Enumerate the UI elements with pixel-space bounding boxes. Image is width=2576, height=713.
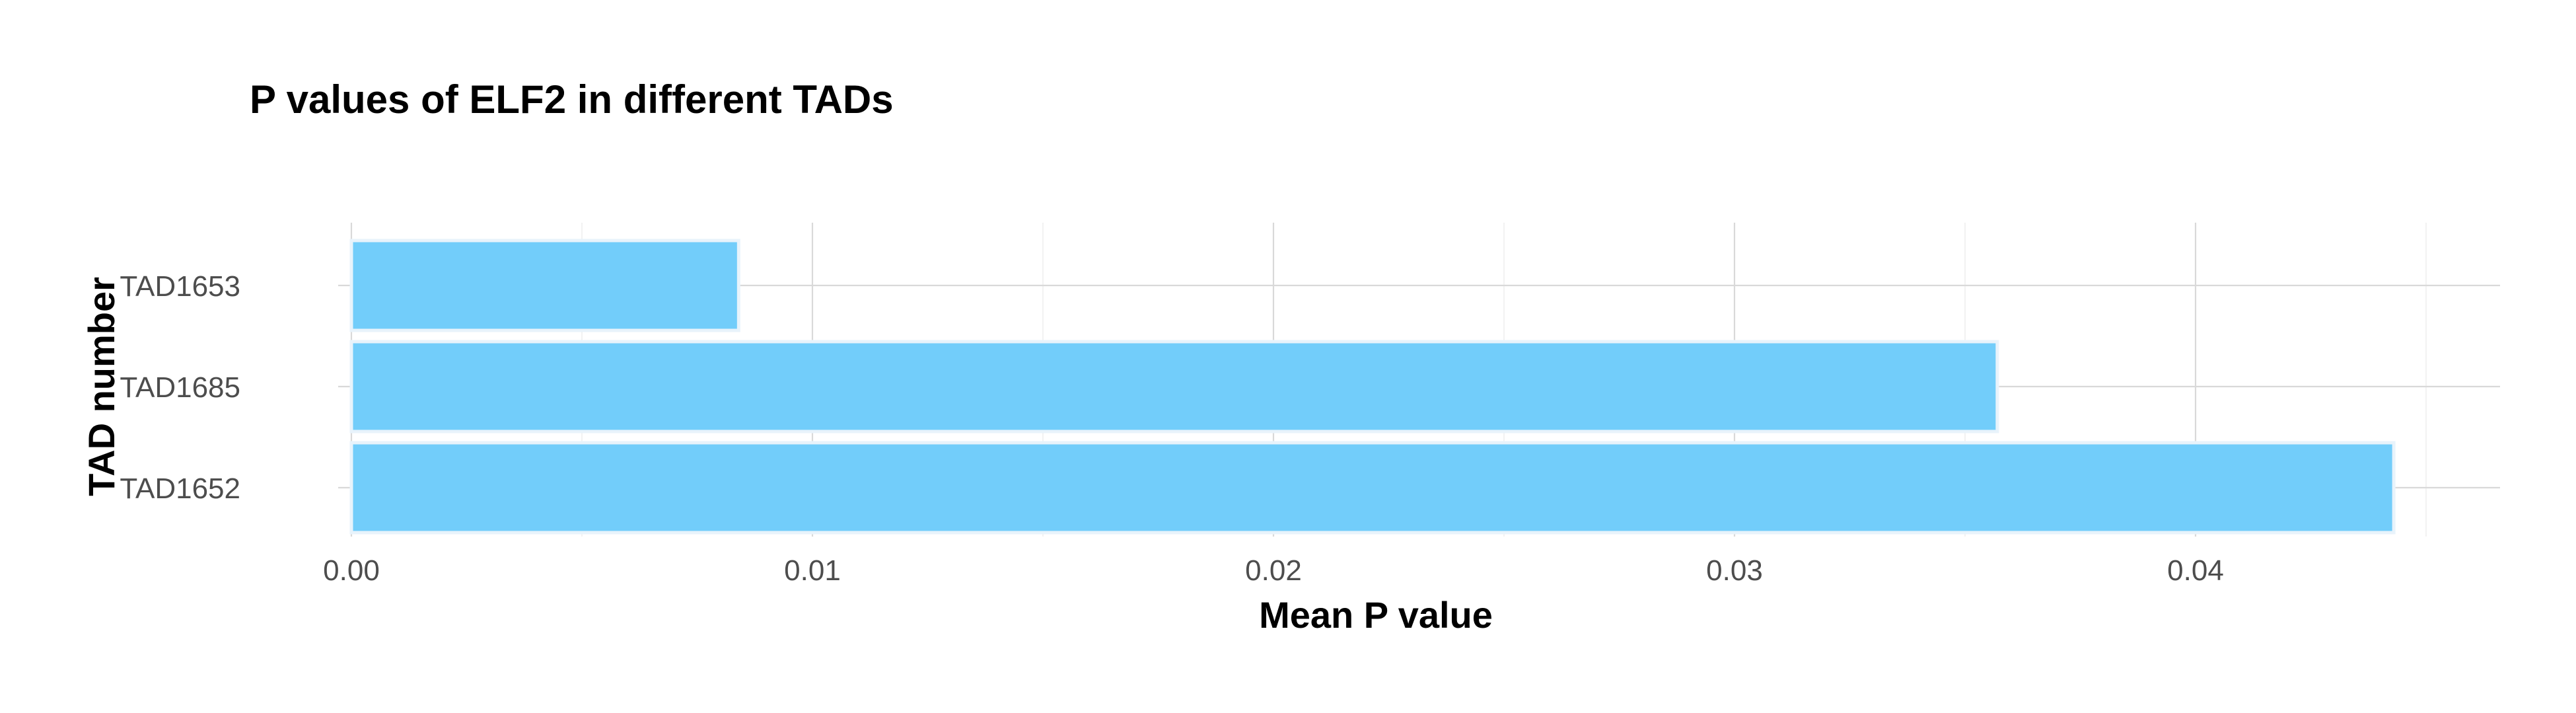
x-tick-label: 0.00 — [323, 554, 380, 587]
bar — [349, 340, 1999, 433]
x-tick-label: 0.02 — [1245, 554, 1302, 587]
tick-layer: 0.00 0.01 0.02 0.03 0.04 TAD1653 TAD1685 TAD165… — [120, 270, 2223, 587]
y-axis-title: TAD number — [81, 277, 122, 496]
chart-title: P values of ELF2 in different TADs — [250, 77, 894, 122]
bar — [349, 441, 2396, 535]
y-tick-label: TAD1653 — [120, 270, 240, 303]
x-axis-title: Mean P value — [1259, 594, 1493, 636]
x-tick-label: 0.04 — [2167, 554, 2224, 587]
x-tick-label: 0.03 — [1706, 554, 1763, 587]
bar — [349, 239, 740, 332]
y-tick-label: TAD1685 — [120, 371, 240, 404]
y-tick-label: TAD1652 — [120, 472, 240, 505]
x-tick-label: 0.01 — [784, 554, 841, 587]
bar-layer — [349, 239, 2396, 535]
